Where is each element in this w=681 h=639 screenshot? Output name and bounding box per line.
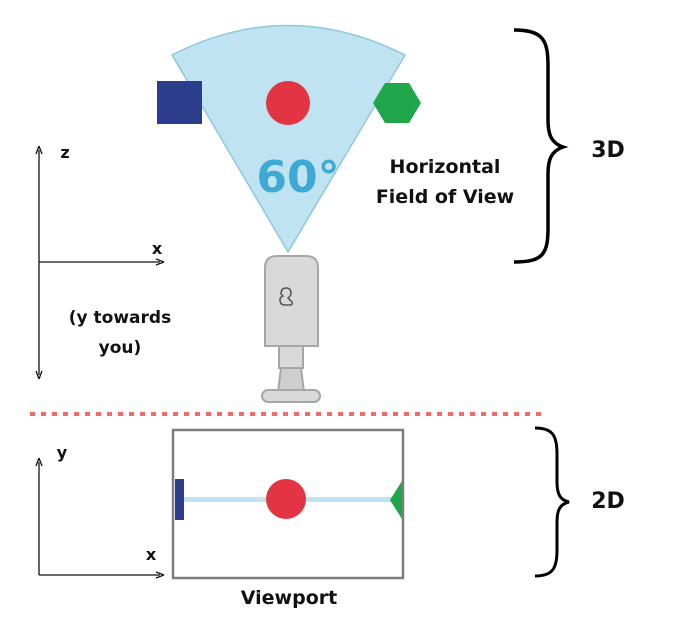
viewport-blue-square <box>175 479 184 520</box>
brace-2d-icon <box>534 426 570 578</box>
fov-caption-line2: Field of View <box>376 186 514 208</box>
viewport-2d-section: y x Viewport 2D <box>35 426 625 609</box>
x-axis-label-3d: x <box>152 239 163 258</box>
fov-cone <box>170 24 407 254</box>
viewport-red-circle <box>266 479 306 519</box>
x-axis-label-2d: x <box>146 545 157 564</box>
viewport-green-hexagon <box>390 481 402 519</box>
brace-3d-icon <box>513 28 569 264</box>
y-direction-note-line2: you) <box>99 338 142 358</box>
fov-caption-line1: Horizontal <box>390 156 501 178</box>
fov-3d-section: 60° Horizontal Field of View z x (y towa… <box>35 24 625 403</box>
green-hexagon-object <box>373 83 421 123</box>
viewport-caption: Viewport <box>241 587 337 609</box>
section-label-2d: 2D <box>591 489 625 514</box>
section-label-3d: 3D <box>591 138 625 163</box>
camera-icon <box>261 255 321 403</box>
blue-square-object <box>157 81 202 124</box>
z-axis-label: z <box>60 143 69 162</box>
red-circle-object <box>266 81 310 125</box>
y-axis-label-2d: y <box>57 443 68 462</box>
axes-2d <box>35 457 165 579</box>
y-direction-note-line1: (y towards <box>69 308 171 328</box>
axes-3d <box>35 145 165 380</box>
fov-angle-label: 60° <box>256 152 339 203</box>
